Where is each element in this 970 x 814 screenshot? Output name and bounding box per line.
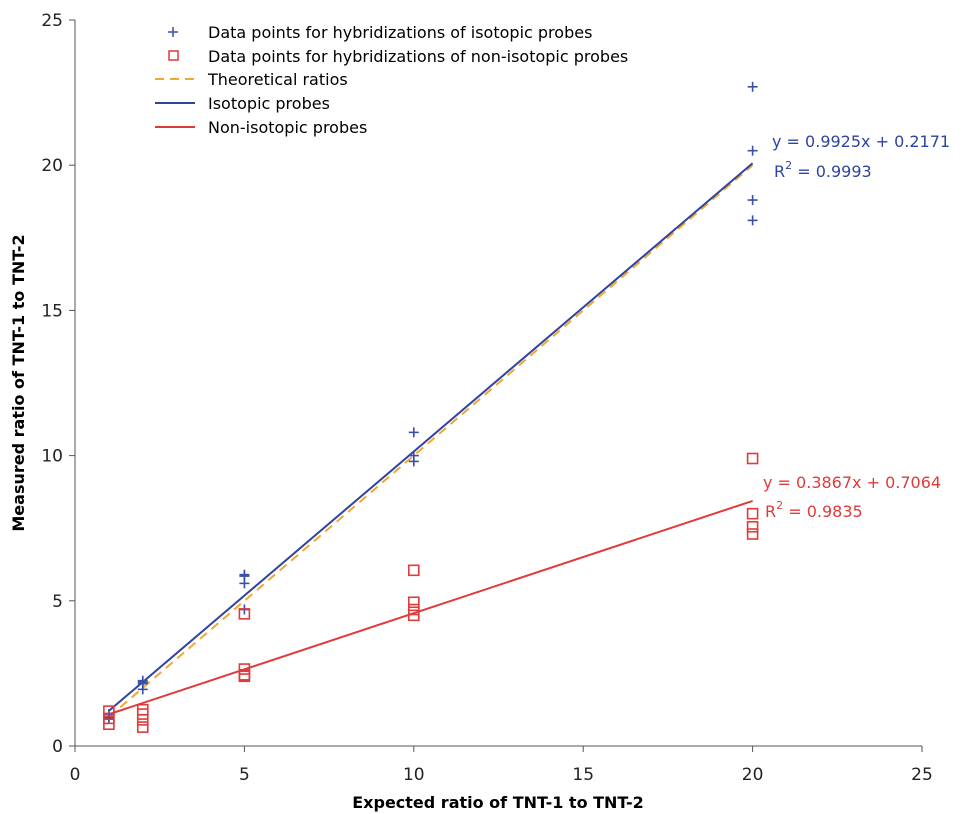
x-tick-label: 20 [742, 765, 764, 785]
series-lines [108, 162, 754, 718]
isotopic-data-point [747, 145, 758, 156]
non-iso-r-squared: R2 = 0.9835 [765, 499, 863, 521]
legend-item-theoretical: Theoretical ratios [155, 70, 348, 89]
isotopic-data-point [239, 578, 250, 589]
iso-r-squared: R2 = 0.9993 [774, 159, 872, 181]
x-tick-label: 25 [911, 765, 933, 785]
legend: Data points for hybridizations of isotop… [155, 23, 628, 137]
non-isotopic-data-point [407, 564, 420, 577]
non-isotopic-data-point [746, 528, 759, 540]
iso-regression-label: y = 0.9925x + 0.2171 R2 = 0.9993 [772, 132, 950, 181]
legend-item-non-isotopic-points: Data points for hybridizations of non-is… [168, 47, 628, 66]
non-isotopic-data-point [407, 596, 420, 609]
y-tick-label: 25 [41, 11, 63, 31]
axes [74, 20, 922, 747]
series-line-4 [108, 499, 753, 716]
legend-label: Data points for hybridizations of non-is… [208, 47, 628, 66]
legend-item-non-isotopic-line: Non-isotopic probes [155, 118, 367, 137]
non-isotopic-data-point [238, 670, 251, 683]
isotopic-data-point [137, 684, 148, 695]
legend-marker-square [168, 50, 179, 61]
non-isotopic-data-point [407, 603, 420, 616]
isotopic-data-point [747, 195, 758, 206]
y-tick-label: 10 [41, 447, 63, 467]
non-iso-regression-label: y = 0.3867x + 0.7064 R2 = 0.9835 [763, 473, 941, 521]
isotopic-data-point [408, 456, 419, 467]
series-line-2 [108, 164, 754, 718]
non-isotopic-data-point [238, 608, 251, 620]
non-isotopic-data-point [746, 520, 759, 533]
legend-item-isotopic-line: Isotopic probes [155, 94, 330, 113]
y-tick-label: 5 [52, 592, 63, 612]
series-line-3 [108, 162, 754, 712]
x-tick-label: 15 [572, 765, 594, 785]
isotopic-data-point [747, 81, 758, 92]
y-axis-title: Measured ratio of TNT-1 to TNT-2 [9, 234, 28, 531]
legend-label: Isotopic probes [208, 94, 330, 113]
iso-equation: y = 0.9925x + 0.2171 [772, 132, 950, 151]
non-iso-equation: y = 0.3867x + 0.7064 [763, 473, 941, 492]
non-isotopic-data-point [746, 452, 759, 465]
non-isotopic-data-point [407, 609, 420, 622]
x-tick-label: 0 [70, 765, 81, 785]
non-isotopic-data-point [103, 705, 115, 717]
non-isotopic-data-point [136, 708, 149, 720]
x-axis-title: Expected ratio of TNT-1 to TNT-2 [352, 793, 644, 812]
non-isotopic-data-point [136, 721, 149, 733]
non-isotopic-data-point [238, 663, 251, 675]
x-axis-ticks: 0 5 10 15 20 25 [70, 746, 933, 785]
isotopic-data-point [747, 215, 758, 226]
non-isotopic-data-point [136, 714, 149, 726]
legend-item-isotopic-points: Data points for hybridizations of isotop… [168, 23, 592, 42]
x-tick-label: 5 [239, 765, 250, 785]
series-markers [103, 81, 759, 733]
legend-label: Theoretical ratios [207, 70, 348, 89]
y-tick-label: 20 [41, 156, 63, 176]
non-isotopic-data-point [746, 507, 759, 520]
y-axis-ticks: 0 5 10 15 20 25 [41, 11, 75, 757]
y-tick-label: 0 [52, 737, 63, 757]
x-tick-label: 10 [403, 765, 425, 785]
legend-label: Non-isotopic probes [208, 118, 367, 137]
legend-label: Data points for hybridizations of isotop… [208, 23, 592, 42]
non-isotopic-data-point [103, 712, 115, 725]
isotopic-data-point [408, 427, 419, 438]
non-isotopic-data-point [103, 718, 115, 731]
y-tick-label: 15 [41, 301, 63, 321]
